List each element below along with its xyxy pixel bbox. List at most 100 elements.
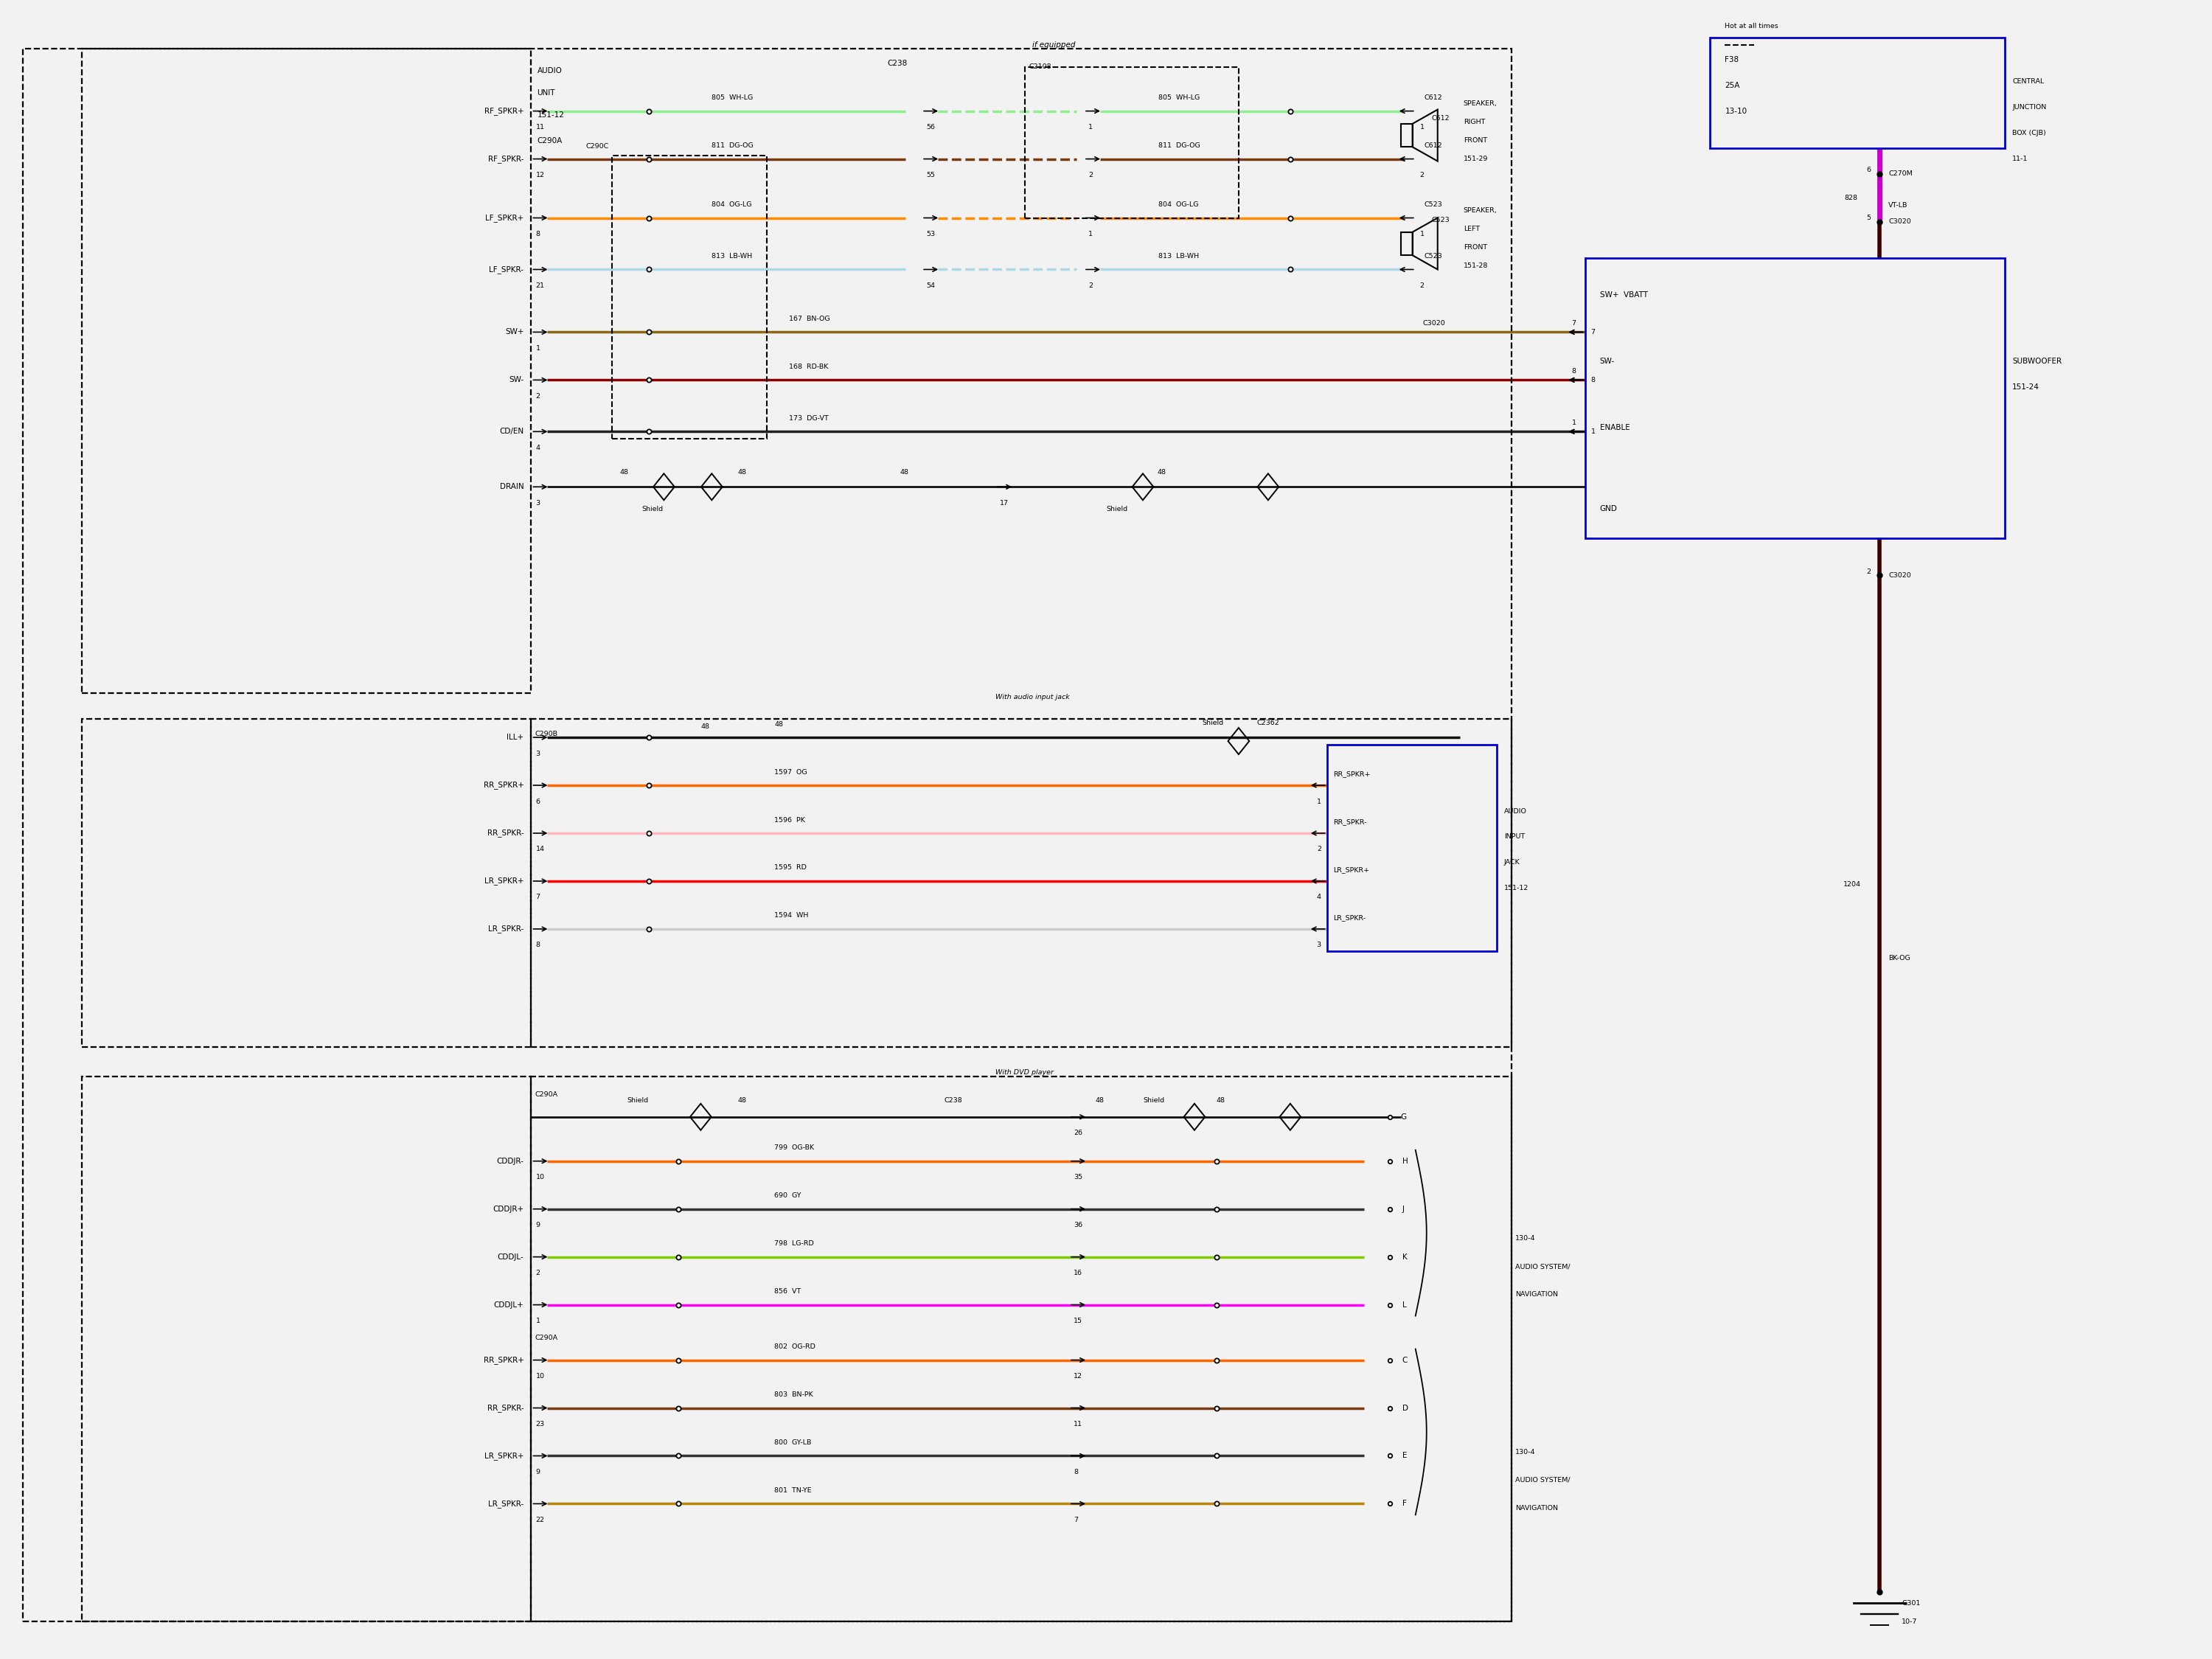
Text: 10: 10 xyxy=(535,1175,544,1181)
Text: C523: C523 xyxy=(1431,217,1449,224)
Text: 5: 5 xyxy=(1867,214,1871,221)
Text: DRAIN: DRAIN xyxy=(500,483,524,491)
Text: LR_SPKR+: LR_SPKR+ xyxy=(484,878,524,886)
Text: C238: C238 xyxy=(945,1097,962,1103)
Text: FRONT: FRONT xyxy=(1464,138,1486,144)
Text: 813  LB-WH: 813 LB-WH xyxy=(1159,252,1199,259)
Text: C612: C612 xyxy=(1425,95,1442,101)
Text: 151-24: 151-24 xyxy=(2013,383,2039,392)
Text: 798  LG-RD: 798 LG-RD xyxy=(774,1241,814,1248)
Text: 151-29: 151-29 xyxy=(1464,156,1489,163)
Text: BK-OG: BK-OG xyxy=(1889,956,1911,962)
Text: 48: 48 xyxy=(1095,1097,1104,1103)
Text: C238: C238 xyxy=(887,60,907,66)
Text: C290B: C290B xyxy=(535,730,557,737)
Text: 151-28: 151-28 xyxy=(1464,262,1489,269)
Text: 56: 56 xyxy=(927,124,936,131)
Text: if equipped: if equipped xyxy=(1033,41,1075,48)
Text: 7: 7 xyxy=(1573,320,1577,327)
Text: RIGHT: RIGHT xyxy=(1464,119,1484,126)
Text: 3: 3 xyxy=(535,750,540,757)
Text: 55: 55 xyxy=(927,173,936,179)
Text: 1597  OG: 1597 OG xyxy=(774,768,807,775)
Text: Shield: Shield xyxy=(641,506,664,513)
Text: UNIT: UNIT xyxy=(538,90,555,96)
Text: C290A: C290A xyxy=(535,1334,557,1340)
Text: 17: 17 xyxy=(1000,499,1009,506)
Text: RR_SPKR+: RR_SPKR+ xyxy=(484,781,524,790)
Text: LR_SPKR+: LR_SPKR+ xyxy=(1334,866,1369,873)
Text: C523: C523 xyxy=(1425,201,1442,207)
Text: 12: 12 xyxy=(535,173,544,179)
Text: 48: 48 xyxy=(1217,1097,1225,1103)
Text: JUNCTION: JUNCTION xyxy=(2013,105,2046,111)
Text: 856  VT: 856 VT xyxy=(774,1287,801,1294)
Text: C523: C523 xyxy=(1425,252,1442,259)
Text: LF_SPKR+: LF_SPKR+ xyxy=(484,214,524,222)
Text: 811  DG-OG: 811 DG-OG xyxy=(1159,143,1201,149)
Text: L: L xyxy=(1402,1301,1407,1309)
Text: AUDIO SYSTEM/: AUDIO SYSTEM/ xyxy=(1515,1477,1571,1483)
Text: 805  WH-LG: 805 WH-LG xyxy=(712,95,754,101)
Text: 13-10: 13-10 xyxy=(1725,108,1747,114)
Text: 48: 48 xyxy=(1157,469,1166,476)
Text: 173  DG-VT: 173 DG-VT xyxy=(790,415,830,421)
Text: 2: 2 xyxy=(1088,173,1093,179)
Text: 2: 2 xyxy=(535,393,540,400)
Bar xyxy=(82,718,531,1047)
Bar xyxy=(82,1077,531,1621)
Text: LR_SPKR-: LR_SPKR- xyxy=(1334,914,1365,921)
Text: 36: 36 xyxy=(1073,1223,1082,1229)
Text: 6: 6 xyxy=(535,798,540,805)
Text: 1: 1 xyxy=(1420,124,1425,131)
Text: 3: 3 xyxy=(535,499,540,506)
Text: 10: 10 xyxy=(535,1374,544,1380)
Text: 1: 1 xyxy=(1088,124,1093,131)
Text: 6: 6 xyxy=(1867,166,1871,173)
Text: 1: 1 xyxy=(535,1317,540,1324)
Text: 130-4: 130-4 xyxy=(1515,1236,1535,1243)
Text: 7: 7 xyxy=(1073,1516,1077,1523)
Text: D: D xyxy=(1402,1404,1409,1412)
Text: G: G xyxy=(1400,1113,1407,1120)
Text: 2: 2 xyxy=(1867,569,1871,576)
Text: 9: 9 xyxy=(535,1223,540,1229)
Text: Shield: Shield xyxy=(626,1097,648,1103)
Text: 805  WH-LG: 805 WH-LG xyxy=(1159,95,1199,101)
Text: CDDJR-: CDDJR- xyxy=(498,1158,524,1165)
Bar xyxy=(1586,259,2004,539)
Text: NAVIGATION: NAVIGATION xyxy=(1515,1291,1557,1297)
Text: LR_SPKR+: LR_SPKR+ xyxy=(484,1452,524,1460)
Text: LR_SPKR-: LR_SPKR- xyxy=(489,1500,524,1508)
Text: J: J xyxy=(1402,1206,1405,1213)
Text: RR_SPKR-: RR_SPKR- xyxy=(1334,820,1367,826)
Text: 8: 8 xyxy=(535,942,540,949)
Text: C: C xyxy=(1402,1357,1407,1364)
Text: Hot at all times: Hot at all times xyxy=(1725,23,1778,30)
Text: Shield: Shield xyxy=(1106,506,1128,513)
Text: 12: 12 xyxy=(1073,1374,1082,1380)
Text: SW-: SW- xyxy=(509,377,524,383)
Text: With audio input jack: With audio input jack xyxy=(995,693,1071,700)
Text: LF_SPKR-: LF_SPKR- xyxy=(489,265,524,274)
Text: 48: 48 xyxy=(701,723,710,730)
Text: 168  RD-BK: 168 RD-BK xyxy=(790,363,830,370)
Bar xyxy=(1327,745,1498,951)
Text: 11: 11 xyxy=(1073,1420,1082,1427)
Text: 2: 2 xyxy=(1316,846,1321,853)
Text: FRONT: FRONT xyxy=(1464,244,1486,251)
Text: 2: 2 xyxy=(1088,282,1093,289)
Text: RR_SPKR-: RR_SPKR- xyxy=(487,1404,524,1412)
Text: BOX (CJB): BOX (CJB) xyxy=(2013,129,2046,136)
Text: RF_SPKR-: RF_SPKR- xyxy=(489,154,524,163)
Text: LR_SPKR-: LR_SPKR- xyxy=(489,926,524,932)
Text: C290A: C290A xyxy=(538,136,562,144)
Text: 21: 21 xyxy=(535,282,544,289)
Text: 130-4: 130-4 xyxy=(1515,1448,1535,1455)
Text: 828: 828 xyxy=(1845,194,1858,201)
Text: 8: 8 xyxy=(1590,377,1595,383)
Text: GND: GND xyxy=(1599,506,1617,513)
Text: E: E xyxy=(1402,1452,1407,1460)
Text: 14: 14 xyxy=(535,846,544,853)
Text: RR_SPKR+: RR_SPKR+ xyxy=(1334,771,1369,778)
